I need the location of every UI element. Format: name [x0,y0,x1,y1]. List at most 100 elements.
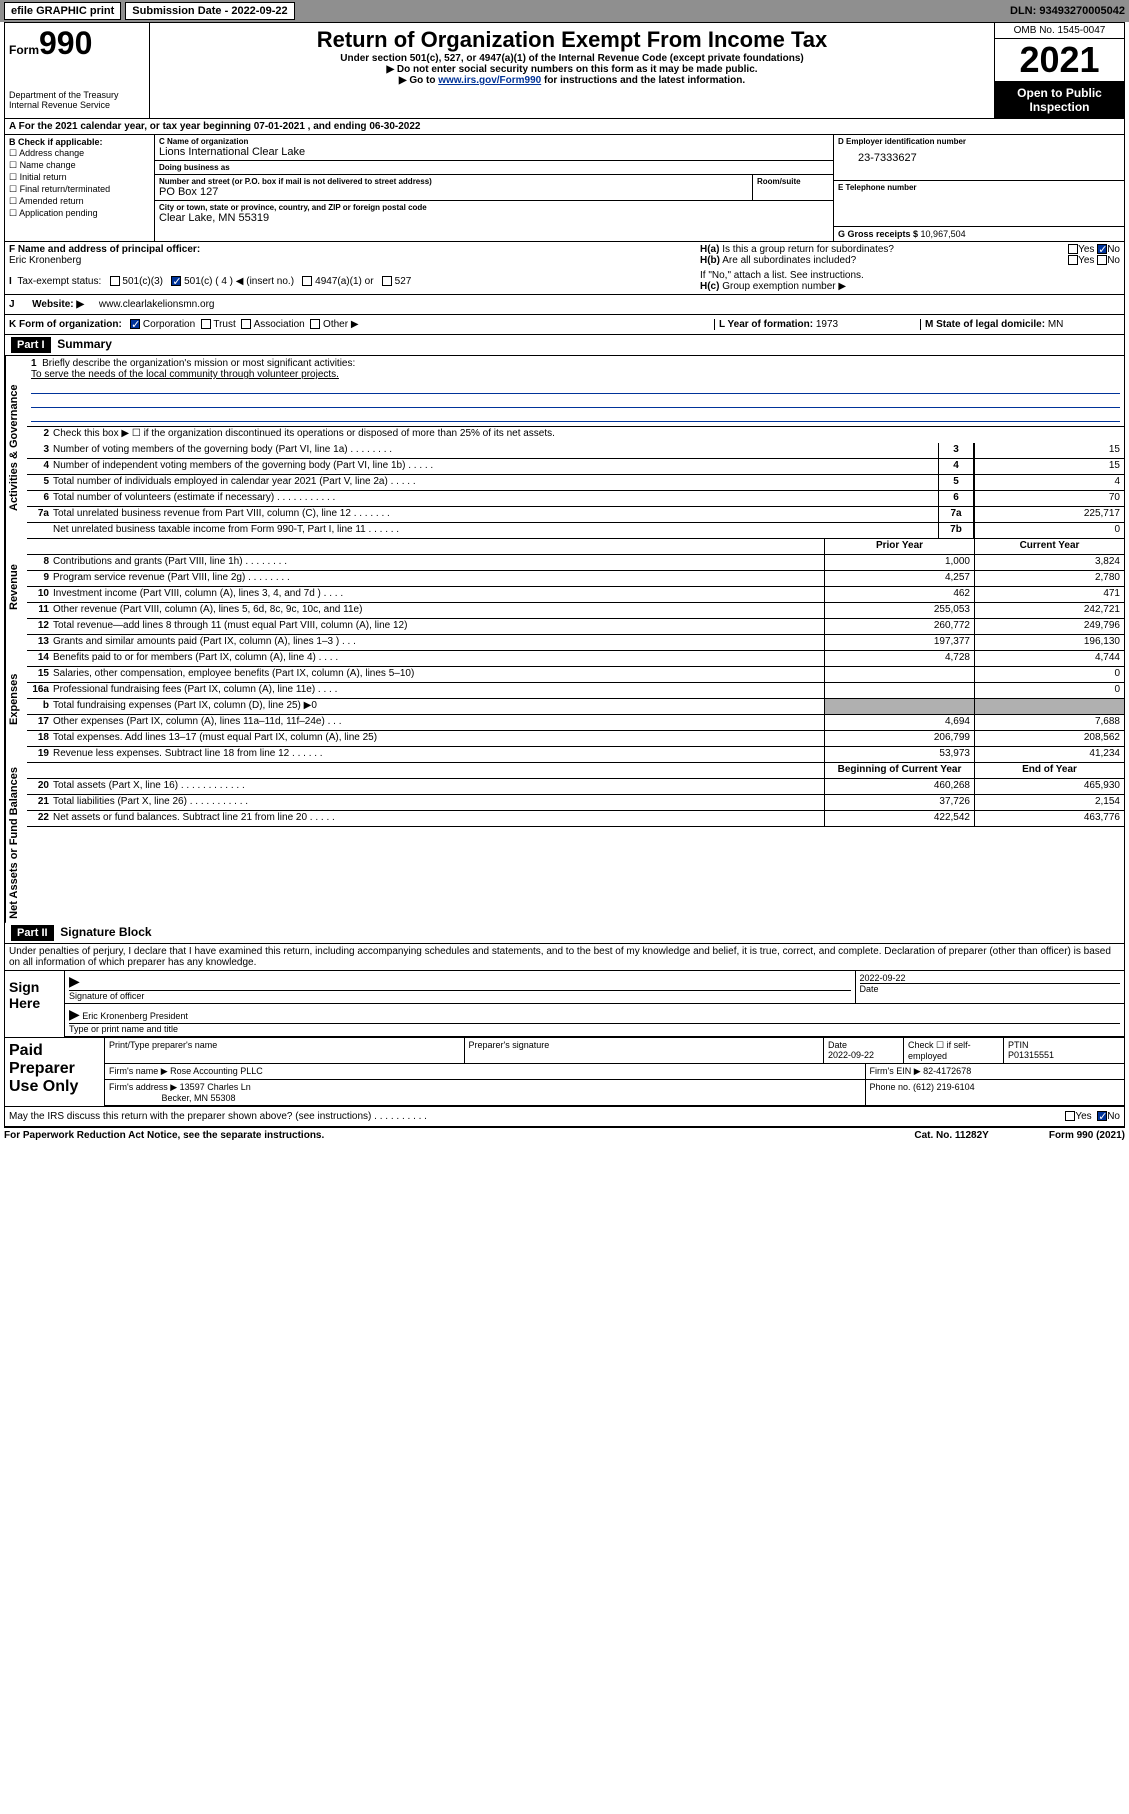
open-inspection: Open to Public Inspection [995,82,1124,118]
summary-row: 4Number of independent voting members of… [27,459,1124,475]
sec-h-note: If "No," attach a list. See instructions… [700,270,1120,292]
summary-row: 13Grants and similar amounts paid (Part … [27,635,1124,651]
form-ref: Form 990 (2021) [1049,1130,1125,1141]
cb-initial-return[interactable]: ☐ Initial return [9,172,150,183]
summary-row: Net unrelated business taxable income fr… [27,523,1124,539]
part1-header: Part I Summary [5,335,1124,356]
firm-phone: Phone no. (612) 219-6104 [866,1080,1125,1105]
org-name-cell: C Name of organization Lions Internation… [155,135,833,161]
sig-officer[interactable]: ▶ Signature of officer [65,971,856,1003]
prep-ptin: PTINP01315551 [1004,1038,1124,1063]
part1-netassets: Net Assets or Fund Balances Beginning of… [5,763,1124,923]
summary-row: 22Net assets or fund balances. Subtract … [27,811,1124,827]
note-ssn: ▶ Do not enter social security numbers o… [154,64,990,75]
gross-receipts-cell: G Gross receipts $ 10,967,504 [834,227,1124,241]
irs-no[interactable] [1097,1111,1107,1121]
summary-row: 10Investment income (Part VIII, column (… [27,587,1124,603]
efile-print-button[interactable]: efile GRAPHIC print [4,2,121,20]
signature-block: Under penalties of perjury, I declare th… [5,944,1124,1127]
i-4947[interactable] [302,276,312,286]
submission-date-button[interactable]: Submission Date - 2022-09-22 [125,2,294,20]
cb-amended[interactable]: ☐ Amended return [9,196,150,207]
sec-h: H(a) Is this a group return for subordin… [700,244,1120,266]
sec-k-l-m: K Form of organization: Corporation Trus… [5,315,1124,335]
col-d-e-g: D Employer identification number 23-7333… [834,135,1124,241]
row-a: A For the 2021 calendar year, or tax yea… [5,119,1124,135]
tab-expenses: Expenses [5,635,27,763]
tab-netassets: Net Assets or Fund Balances [5,763,27,923]
irs-link[interactable]: www.irs.gov/Form990 [438,75,541,86]
sec-f: F Name and address of principal officer:… [9,244,694,266]
k-corp[interactable] [130,319,140,329]
col-c-d: C Name of organization Lions Internation… [155,135,1124,241]
part2-header: Part II Signature Block [5,923,1124,944]
i-501c[interactable] [171,276,181,286]
firm-addr: Firm's address ▶ 13597 Charles Ln Becker… [105,1080,866,1105]
form-990: Form990 Department of the Treasury Inter… [4,22,1125,1128]
ha-yes[interactable] [1068,244,1078,254]
city-cell: City or town, state or province, country… [155,201,833,226]
sig-declaration: Under penalties of perjury, I declare th… [5,944,1124,971]
part1-governance: Activities & Governance 1 Briefly descri… [5,356,1124,539]
pra-notice: For Paperwork Reduction Act Notice, see … [4,1130,324,1141]
firm-name: Firm's name ▶ Rose Accounting PLLC [105,1064,866,1079]
tax-year: 2021 [995,39,1124,82]
sig-name-title: ▶ Eric Kronenberg President Type or prin… [65,1004,1124,1036]
street-cell: Number and street (or P.O. box if mail i… [155,175,753,201]
summary-row: 5Total number of individuals employed in… [27,475,1124,491]
q1-mission: 1 Briefly describe the organization's mi… [27,356,1124,427]
summary-row: bTotal fundraising expenses (Part IX, co… [27,699,1124,715]
hdr-curr: Current Year [974,539,1124,554]
form-title: Return of Organization Exempt From Incom… [154,27,990,53]
tab-governance: Activities & Governance [5,356,27,539]
summary-row: 11Other revenue (Part VIII, column (A), … [27,603,1124,619]
cb-pending[interactable]: ☐ Application pending [9,208,150,219]
i-501c3[interactable] [110,276,120,286]
col-c: C Name of organization Lions Internation… [155,135,834,241]
suite-cell: Room/suite [753,175,833,201]
part1-expenses: Expenses 13Grants and similar amounts pa… [5,635,1124,763]
header-title-block: Return of Organization Exempt From Incom… [150,23,994,118]
prep-sig[interactable]: Preparer's signature [465,1038,825,1063]
tab-revenue: Revenue [5,539,27,635]
section-f-through-m: F Name and address of principal officer:… [5,242,1124,335]
hb-no[interactable] [1097,255,1107,265]
cb-final-return[interactable]: ☐ Final return/terminated [9,184,150,195]
firm-ein: Firm's EIN ▶ 82-4172678 [866,1064,1125,1079]
dept-label: Department of the Treasury [9,90,145,100]
k-assoc[interactable] [241,319,251,329]
irs-label: Internal Revenue Service [9,100,145,110]
cat-no: Cat. No. 11282Y [914,1130,988,1141]
phone-cell: E Telephone number [834,181,1124,227]
header-right: OMB No. 1545-0047 2021 Open to Public In… [994,23,1124,118]
sec-i: I Tax-exempt status: 501(c)(3) 501(c) ( … [9,276,694,287]
paid-preparer-label: Paid Preparer Use Only [5,1038,105,1106]
sign-here-label: Sign Here [5,971,65,1037]
col-b-checkboxes: B Check if applicable: ☐ Address change … [5,135,155,241]
dba-cell: Doing business as [155,161,833,175]
summary-row: 14Benefits paid to or for members (Part … [27,651,1124,667]
summary-row: 3Number of voting members of the governi… [27,443,1124,459]
i-527[interactable] [382,276,392,286]
ha-no[interactable] [1097,244,1107,254]
k-trust[interactable] [201,319,211,329]
summary-row: 8Contributions and grants (Part VIII, li… [27,555,1124,571]
hb-yes[interactable] [1068,255,1078,265]
hdr-end: End of Year [974,763,1124,778]
irs-yes[interactable] [1065,1111,1075,1121]
cb-address-change[interactable]: ☐ Address change [9,148,150,159]
dln-label: DLN: 93493270005042 [1010,5,1125,17]
cb-name-change[interactable]: ☐ Name change [9,160,150,171]
form-header: Form990 Department of the Treasury Inter… [5,23,1124,119]
summary-row: 21Total liabilities (Part X, line 26) . … [27,795,1124,811]
page-footer: For Paperwork Reduction Act Notice, see … [0,1128,1129,1143]
hdr-begin: Beginning of Current Year [824,763,974,778]
k-other[interactable] [310,319,320,329]
prep-selfemp[interactable]: Check ☐ if self-employed [904,1038,1004,1063]
summary-row: 19Revenue less expenses. Subtract line 1… [27,747,1124,763]
note-link: ▶ Go to www.irs.gov/Form990 for instruct… [154,75,990,86]
summary-row: 20Total assets (Part X, line 16) . . . .… [27,779,1124,795]
omb-number: OMB No. 1545-0047 [995,23,1124,39]
prep-date: Date2022-09-22 [824,1038,904,1063]
summary-row: 12Total revenue—add lines 8 through 11 (… [27,619,1124,635]
